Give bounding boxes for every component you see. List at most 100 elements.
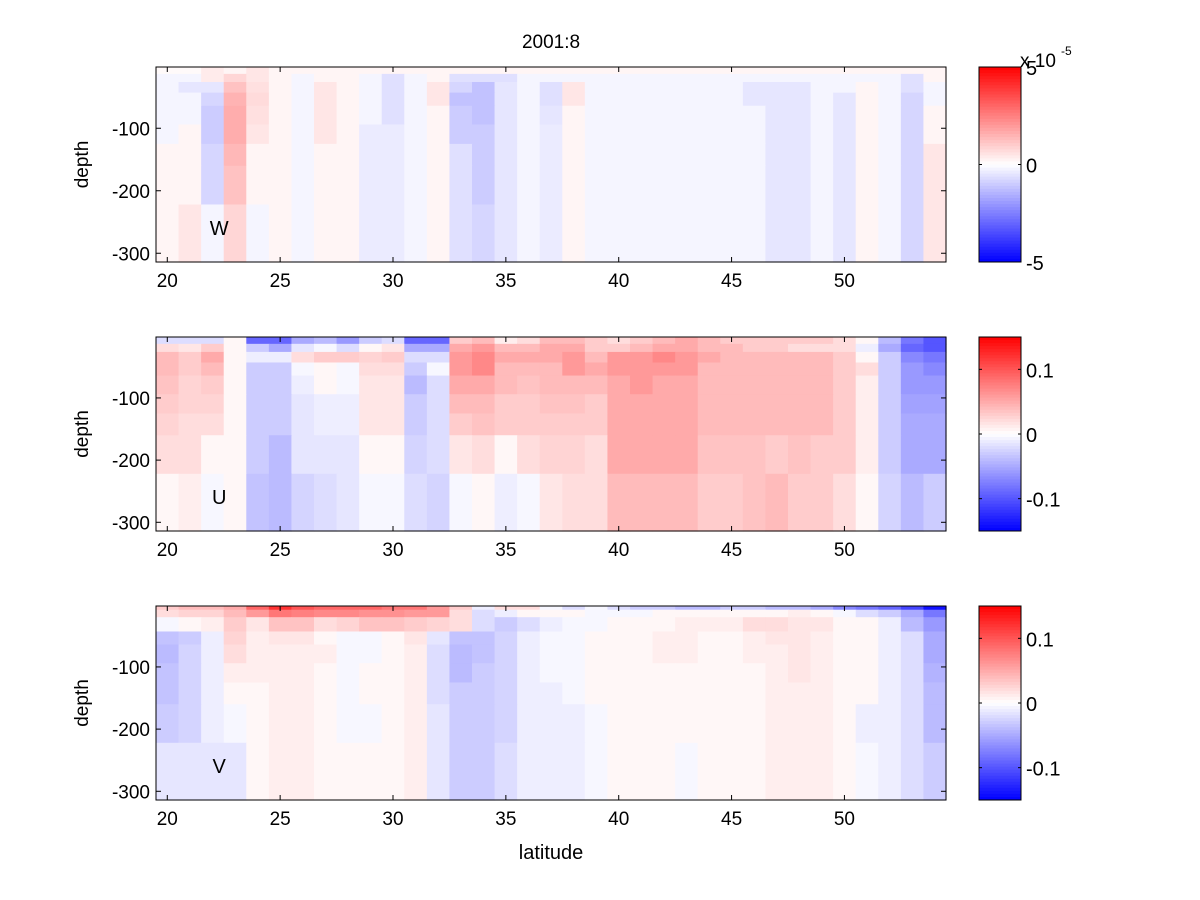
heatmap-cell [517,435,541,475]
heatmap-cell [652,617,676,633]
heatmap-cell [426,165,451,206]
heatmap-cell [697,413,721,436]
heatmap-cell [201,682,225,705]
heatmap-cell [833,609,857,618]
heatmap-cell [652,67,676,75]
heatmap-cell [562,143,586,167]
heatmap-cell [359,165,383,206]
heatmap-cell [291,143,315,167]
heatmap-cell [855,362,879,377]
heatmap-cell [539,67,563,75]
heatmap-cell [720,394,744,415]
heatmap-cell [675,105,699,126]
heatmap-cell [223,663,247,684]
heatmap-cell [268,631,293,646]
heatmap-cell [697,631,721,646]
y-tick-label: -300 [112,513,150,534]
heatmap-cell [472,124,496,145]
heatmap-cell [788,82,812,94]
heatmap-cell [562,105,586,126]
heatmap-cell [494,343,518,353]
heatmap-cell [810,606,834,611]
colorbar-swatch [979,757,1021,762]
heatmap-cell [923,473,947,532]
heatmap-cell [720,165,744,206]
heatmap-cell [381,92,405,107]
figure-title: 2001:8 [522,32,580,53]
heatmap-cell [223,617,247,633]
heatmap-cell [765,631,789,646]
heatmap-cell [765,165,789,206]
heatmap-cell [652,92,676,107]
colorbar-swatch [979,231,1021,236]
heatmap-cell [359,704,383,744]
heatmap-cell [788,742,812,801]
heatmap-cell [675,617,699,633]
heatmap-cell [494,742,518,801]
x-tick-label: 30 [382,809,403,830]
heatmap-cell [810,351,834,364]
heatmap-cell [156,351,180,364]
colorbar-swatch [979,352,1021,356]
colorbar-swatch [979,621,1021,625]
colorbar-swatch [979,524,1021,529]
colorbar-swatch [979,394,1021,399]
heatmap-cell [675,742,699,801]
heatmap-cell [359,351,383,364]
colorbar-swatch [979,515,1021,520]
heatmap-cell [178,124,202,145]
heatmap-cell [426,351,451,364]
colorbar-swatch [979,228,1021,233]
heatmap-cell [810,473,834,532]
heatmap-cell [381,617,405,633]
heatmap-cell [359,394,383,415]
heatmap-cell [291,435,315,475]
heatmap-cell [607,73,631,83]
y-tick-label: -100 [112,658,150,679]
heatmap-cell [381,609,405,618]
colorbar-swatch [979,712,1021,716]
heatmap-cell [291,92,315,107]
heatmap-cell [539,82,563,94]
heatmap-cell [156,343,180,353]
heatmap-cell [359,204,383,263]
colorbar-swatch [979,509,1021,514]
heatmap-cell [810,644,834,664]
heatmap-cell [223,343,247,353]
colorbar-swatch [979,373,1021,377]
heatmap-cell [359,343,383,353]
heatmap-cell [178,394,202,415]
heatmap-cell [900,165,925,206]
heatmap-cell [697,343,721,353]
heatmap-cell [336,704,360,744]
heatmap-cell [494,143,518,167]
heatmap-cell [426,362,451,377]
heatmap-cell [584,124,609,145]
heatmap-cell [584,375,609,395]
heatmap-cell [720,375,744,395]
heatmap-cell [652,663,676,684]
heatmap-cell [449,204,473,263]
colorbar-swatch [979,434,1021,438]
colorbar-swatch [979,216,1021,220]
heatmap-cell [449,337,473,345]
heatmap-cell [697,644,721,664]
heatmap-cell [720,644,744,664]
heatmap-cell [833,143,857,167]
heatmap-cell [156,704,180,744]
heatmap-cell [156,73,180,83]
heatmap-cell [878,375,902,395]
heatmap-cell [178,82,202,94]
heatmap-cell [630,609,654,618]
heatmap-cell [788,67,812,75]
colorbar-swatch [979,721,1021,725]
heatmap-cell [517,143,541,167]
heatmap-cell [742,631,767,646]
heatmap-cell [900,682,925,705]
heatmap-cell [359,742,383,801]
colorbar-swatch [979,415,1021,420]
heatmap-cell [652,124,676,145]
heatmap-cell [539,742,563,801]
heatmap-cell [359,413,383,436]
heatmap-cell [833,644,857,664]
